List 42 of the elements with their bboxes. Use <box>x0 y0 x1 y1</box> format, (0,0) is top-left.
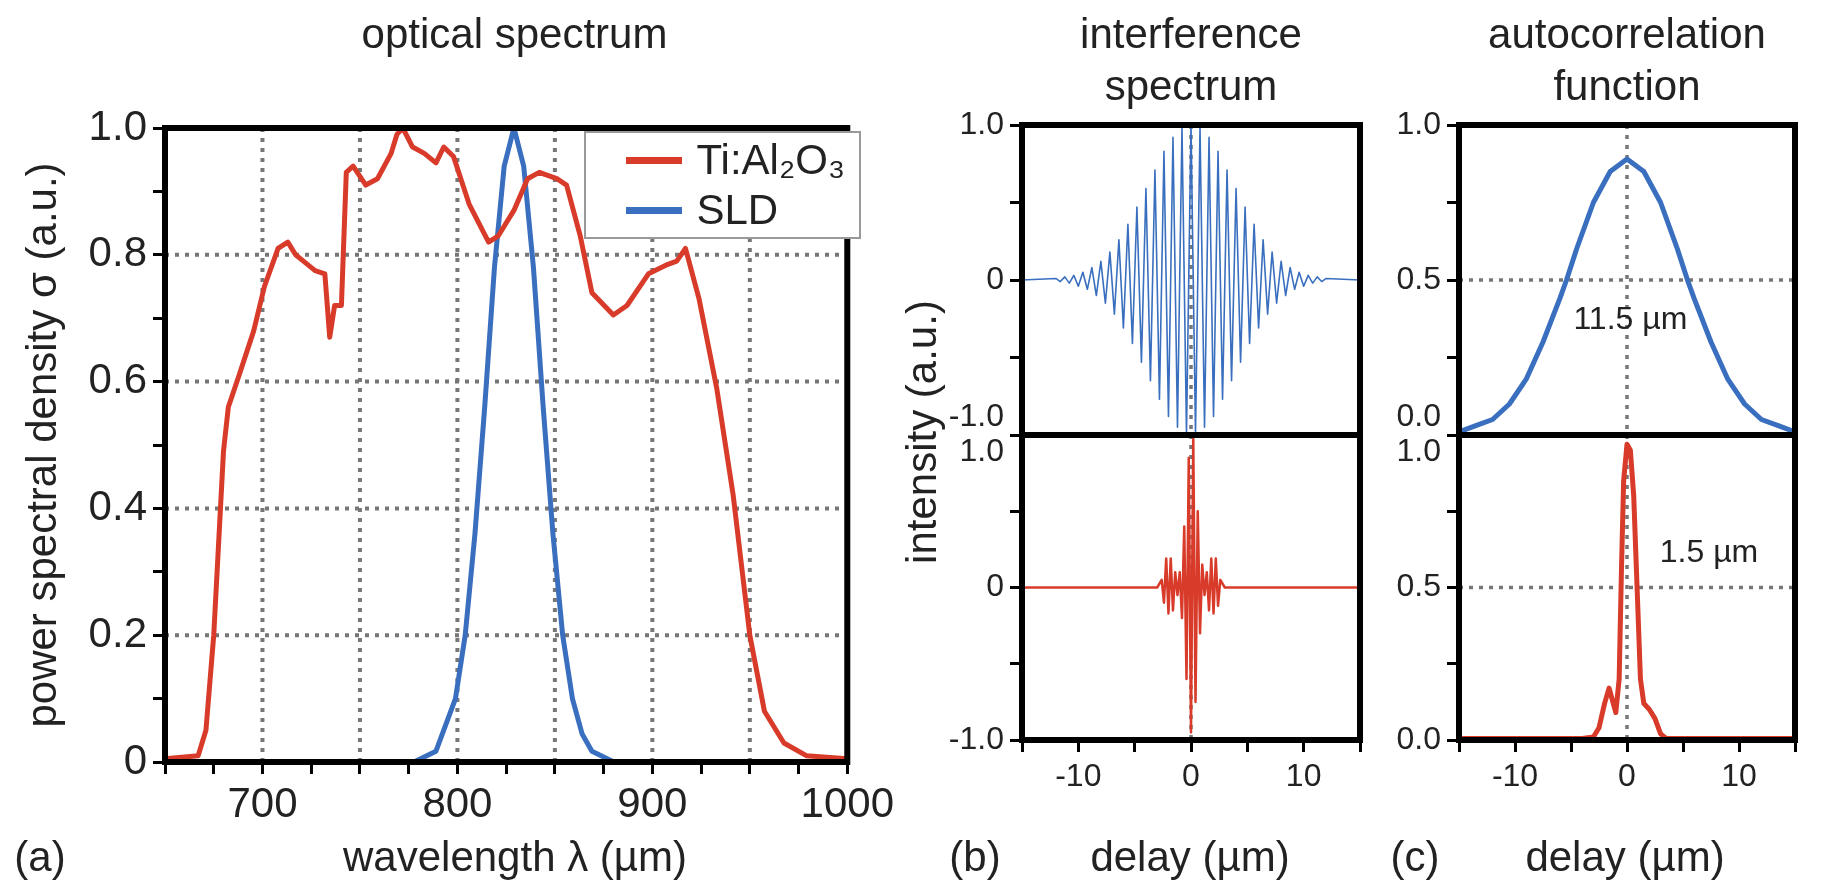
y-tick-label: 1.0 <box>959 104 1004 141</box>
x-tick-label: 10 <box>1285 757 1322 794</box>
annotation: 1.5 µm <box>1659 532 1759 570</box>
chart-title: interference spectrum <box>1079 9 1303 111</box>
text: (a) <box>14 833 66 881</box>
x-tick-label: -10 <box>1055 757 1102 794</box>
y-tick-label: 0.5 <box>1396 567 1441 604</box>
y-tick-label: 1.0 <box>1396 104 1441 141</box>
text: (b) <box>949 833 1001 881</box>
x-tick-label: 900 <box>617 778 688 826</box>
x-axis-title: wavelength λ (µm) <box>343 833 687 881</box>
chart-title: autocorrelation function <box>1487 9 1767 111</box>
y-tick-label: 0.8 <box>88 228 147 276</box>
y-axis-title: intensity (a.u.) <box>898 300 946 564</box>
chart-title: optical spectrum <box>360 9 669 59</box>
y-tick-label: 0 <box>986 259 1004 296</box>
y-tick-label: -1.0 <box>948 397 1004 434</box>
y-tick-label: 0.4 <box>88 481 147 529</box>
x-tick-label: 10 <box>1721 757 1757 794</box>
y-tick-label: 1.0 <box>88 101 147 149</box>
legend-label: Ti:Al₂O₃ <box>696 135 845 185</box>
legend-label: SLD <box>696 185 779 235</box>
x-tick-label: 0 <box>1618 757 1636 794</box>
x-axis-title: delay (µm) <box>1525 833 1725 881</box>
x-tick-label: 0 <box>1182 757 1200 794</box>
y-tick-label: 0.0 <box>1396 397 1441 434</box>
annotation: 11.5 µm <box>1573 300 1688 337</box>
y-tick-label: 0.6 <box>88 355 147 403</box>
y-tick-label: 0.0 <box>1396 719 1441 756</box>
y-tick-label: -1.0 <box>948 719 1004 756</box>
y-tick-label: 0.5 <box>1396 259 1441 296</box>
x-tick-label: 700 <box>227 778 298 826</box>
y-tick-label: 0 <box>986 567 1004 604</box>
text: (c) <box>1390 833 1440 881</box>
y-tick-label: 1.0 <box>1396 432 1441 469</box>
y-axis-title: power spectral density σ (a.u.) <box>18 162 66 728</box>
y-tick-label: 1.0 <box>959 432 1004 469</box>
x-axis-title: delay (µm) <box>1090 833 1290 881</box>
y-tick-label: 0.2 <box>88 608 147 656</box>
x-tick-label: 800 <box>422 778 493 826</box>
x-tick-label: -10 <box>1491 757 1539 794</box>
x-tick-label: 1000 <box>800 778 894 826</box>
